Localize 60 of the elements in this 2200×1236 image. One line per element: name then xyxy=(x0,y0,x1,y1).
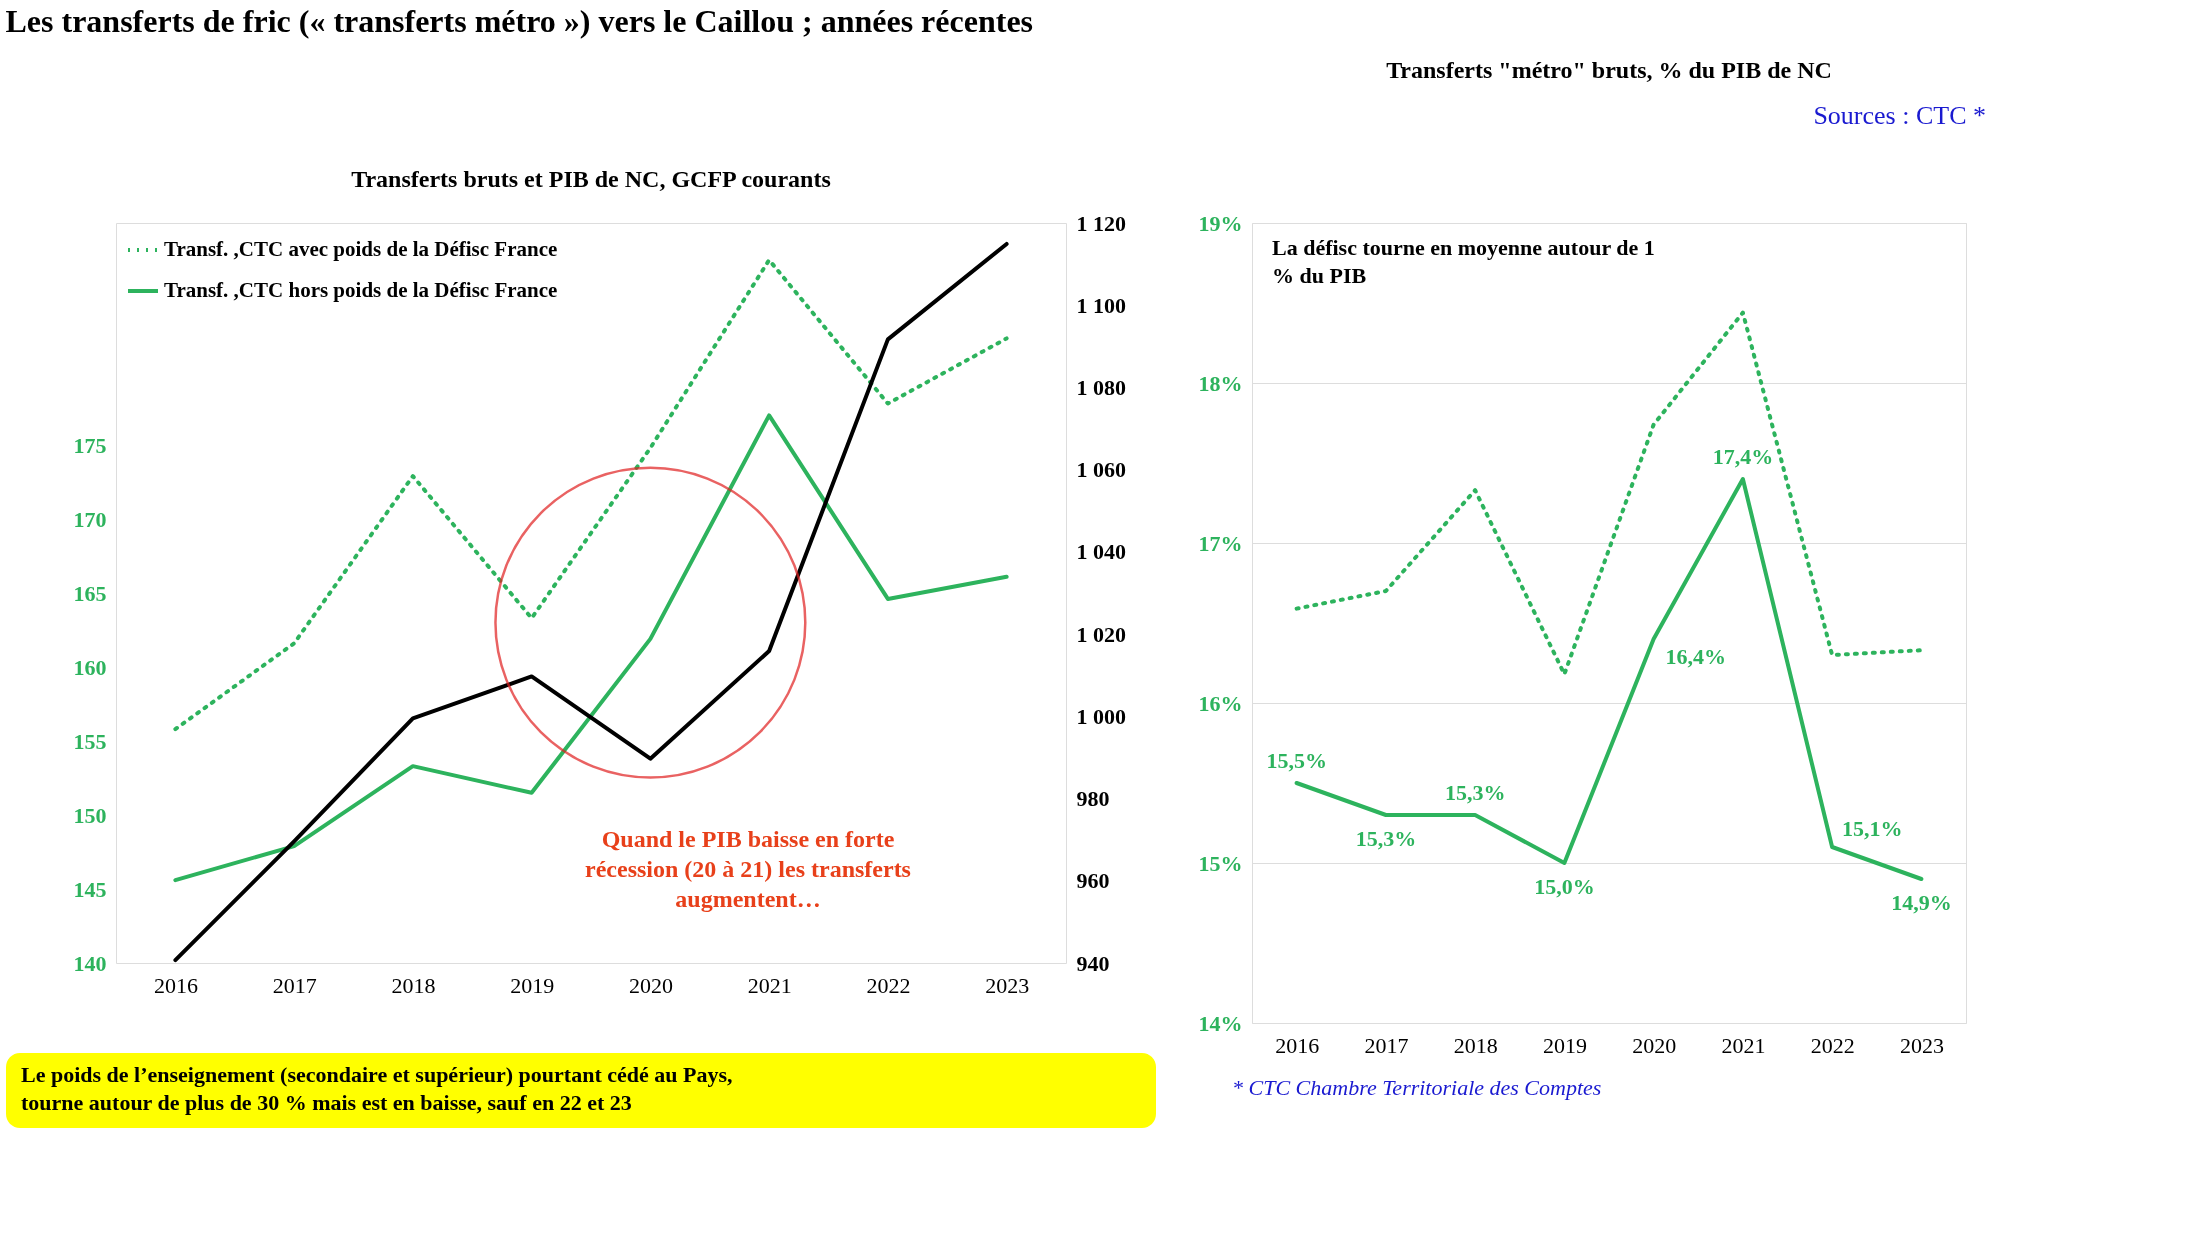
y-tick-label: 175 xyxy=(73,432,107,458)
y-tick-label: 150 xyxy=(73,802,107,828)
legend-label: Transf. ,CTC avec poids de la Défisc France xyxy=(164,237,558,261)
y2-tick-label: 960 xyxy=(1076,868,1110,894)
y-tick-label: 18% xyxy=(1198,370,1243,396)
x-tick-label: 2020 xyxy=(628,972,673,998)
y2-tick-label: 940 xyxy=(1076,950,1110,976)
y-tick-label: 140 xyxy=(73,950,107,976)
annotation: Quand le PIB baisse en forte récession (20 à 21) les transferts augmentent… xyxy=(585,826,911,912)
y-tick-label: 155 xyxy=(73,728,107,754)
line-series xyxy=(173,413,1009,883)
x-tick-label: 2016 xyxy=(153,972,198,998)
x-tick-label: 2018 xyxy=(1453,1032,1498,1058)
data-label: 15,3% xyxy=(1444,780,1506,805)
y2-tick-label: 1 120 xyxy=(1076,210,1126,236)
chart-title: Transferts "métro" bruts, % du PIB de NC xyxy=(1386,57,1832,83)
y-tick-label: 14% xyxy=(1198,1010,1243,1036)
y-tick-label: 15% xyxy=(1198,850,1243,876)
data-label: 15,1% xyxy=(1841,816,1903,841)
y2-tick-label: 1 040 xyxy=(1076,539,1126,565)
chart-subtitle: Transferts bruts et PIB de NC, GCFP courants xyxy=(351,166,831,192)
x-tick-label: 2018 xyxy=(391,972,436,998)
x-tick-label: 2021 xyxy=(1721,1032,1766,1058)
y2-tick-label: 1 060 xyxy=(1076,457,1126,483)
y-tick-label: 16% xyxy=(1198,690,1243,716)
line-series xyxy=(1294,310,1924,677)
x-tick-label: 2016 xyxy=(1275,1032,1320,1058)
y2-tick-label: 1 000 xyxy=(1076,703,1126,729)
x-tick-label: 2023 xyxy=(985,972,1030,998)
y2-tick-label: 1 020 xyxy=(1076,621,1126,647)
y-tick-label: 170 xyxy=(73,506,107,532)
y-tick-label: 165 xyxy=(73,580,107,606)
source-note: Sources : CTC * xyxy=(1813,101,1986,130)
x-tick-label: 2020 xyxy=(1632,1032,1677,1058)
x-tick-label: 2021 xyxy=(747,972,792,998)
x-tick-label: 2019 xyxy=(510,972,555,998)
y-tick-label: 160 xyxy=(73,654,107,680)
x-tick-label: 2019 xyxy=(1542,1032,1587,1058)
legend-label: Transf. ,CTC hors poids de la Défisc France xyxy=(164,278,558,302)
chart-title: Les transferts de fric (« transferts métro ») vers le Caillou ; années récentes xyxy=(5,2,1034,39)
data-label: 17,4% xyxy=(1712,444,1774,469)
x-tick-label: 2017 xyxy=(272,972,317,998)
data-label: 16,4% xyxy=(1665,644,1726,669)
data-label: 15,0% xyxy=(1534,874,1595,899)
data-label: 14,9% xyxy=(1891,890,1952,915)
x-tick-label: 2023 xyxy=(1899,1032,1944,1058)
text: Le poids de l’enseignement (secondaire et supérieur) pourtant cédé au Pays, tourne autour de plus de 30 % mais est en baisse, sauf en 22 et 23 xyxy=(21,1062,733,1115)
y2-tick-label: 980 xyxy=(1076,786,1110,812)
data-label: 15,5% xyxy=(1266,748,1327,773)
y-tick-label: 19% xyxy=(1198,210,1243,236)
annotation: La défisc tourne en moyenne autour de 1 % du PIB xyxy=(1272,235,1655,288)
x-tick-label: 2022 xyxy=(1810,1032,1855,1058)
y2-tick-label: 1 100 xyxy=(1076,292,1126,318)
y-tick-label: 145 xyxy=(73,876,107,902)
x-tick-label: 2017 xyxy=(1364,1032,1409,1058)
y-tick-label: 17% xyxy=(1198,530,1243,556)
text: * CTC Chambre Territoriale des Comptes xyxy=(1232,1075,1602,1100)
data-label: 15,3% xyxy=(1355,826,1417,851)
y2-tick-label: 1 080 xyxy=(1076,374,1126,400)
x-tick-label: 2022 xyxy=(866,972,911,998)
